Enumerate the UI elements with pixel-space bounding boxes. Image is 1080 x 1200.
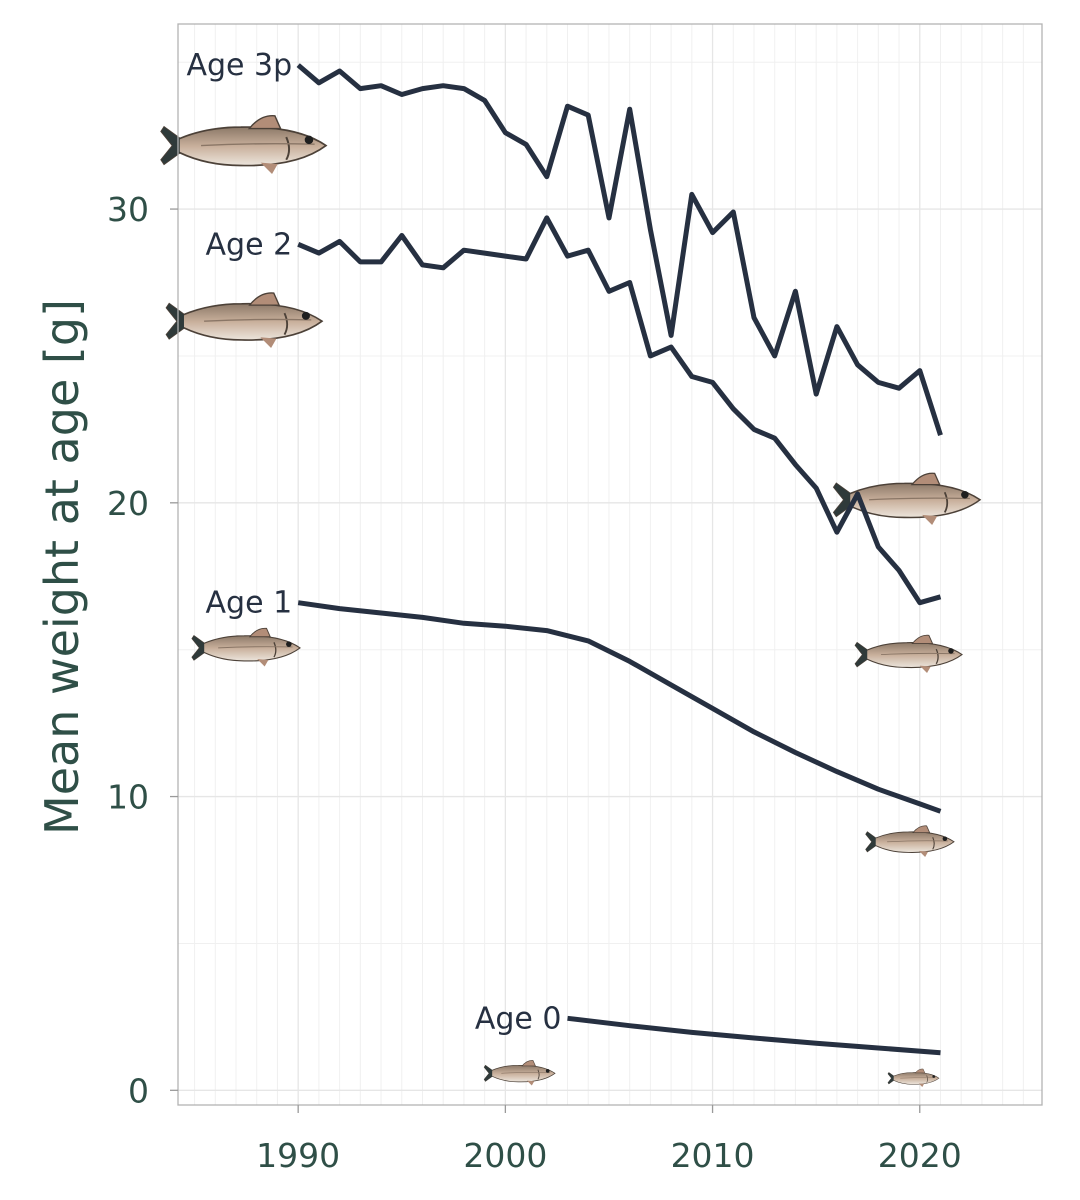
- series-line-age-1: [297, 600, 942, 814]
- series-labels: Age 3p Age 2 Age 1 Age 0: [186, 48, 561, 1036]
- series-label-age-1: Age 1: [206, 586, 293, 621]
- fish-icon: [191, 627, 301, 668]
- series-lines: [296, 63, 943, 1056]
- x-axis-tick-labels: 1990 2000 2010 2020: [256, 1136, 962, 1175]
- x-tick-label: 1990: [256, 1136, 340, 1175]
- x-tick-label: 2020: [878, 1136, 962, 1175]
- fish-icon: [160, 114, 327, 175]
- minor-gridlines: [178, 24, 1042, 1105]
- major-gridlines: [178, 24, 1042, 1105]
- panel-border: [177, 23, 1043, 1106]
- series-line-age-3p: [296, 63, 943, 436]
- fish-icon: [483, 1060, 556, 1086]
- x-tick-label: 2010: [671, 1136, 755, 1175]
- x-tick-label: 2000: [463, 1136, 547, 1175]
- series-line-age-0: [567, 1015, 941, 1056]
- y-tick-label: 30: [107, 190, 149, 229]
- y-axis-title: Mean weight at age [g]: [35, 299, 89, 835]
- series-label-age-2: Age 2: [206, 227, 293, 262]
- series-label-age-0: Age 0: [475, 1001, 562, 1036]
- y-tick-label: 0: [128, 1071, 149, 1110]
- fish-icon: [887, 1068, 940, 1088]
- y-axis-tick-labels: 0 10 20 30: [107, 190, 149, 1110]
- y-tick-label: 20: [107, 484, 149, 523]
- y-tick-label: 10: [107, 778, 149, 817]
- fish-icon: [854, 634, 963, 674]
- series-label-age-3p: Age 3p: [186, 48, 292, 83]
- axis-ticks: [170, 208, 921, 1113]
- series-line-age-2: [297, 215, 942, 606]
